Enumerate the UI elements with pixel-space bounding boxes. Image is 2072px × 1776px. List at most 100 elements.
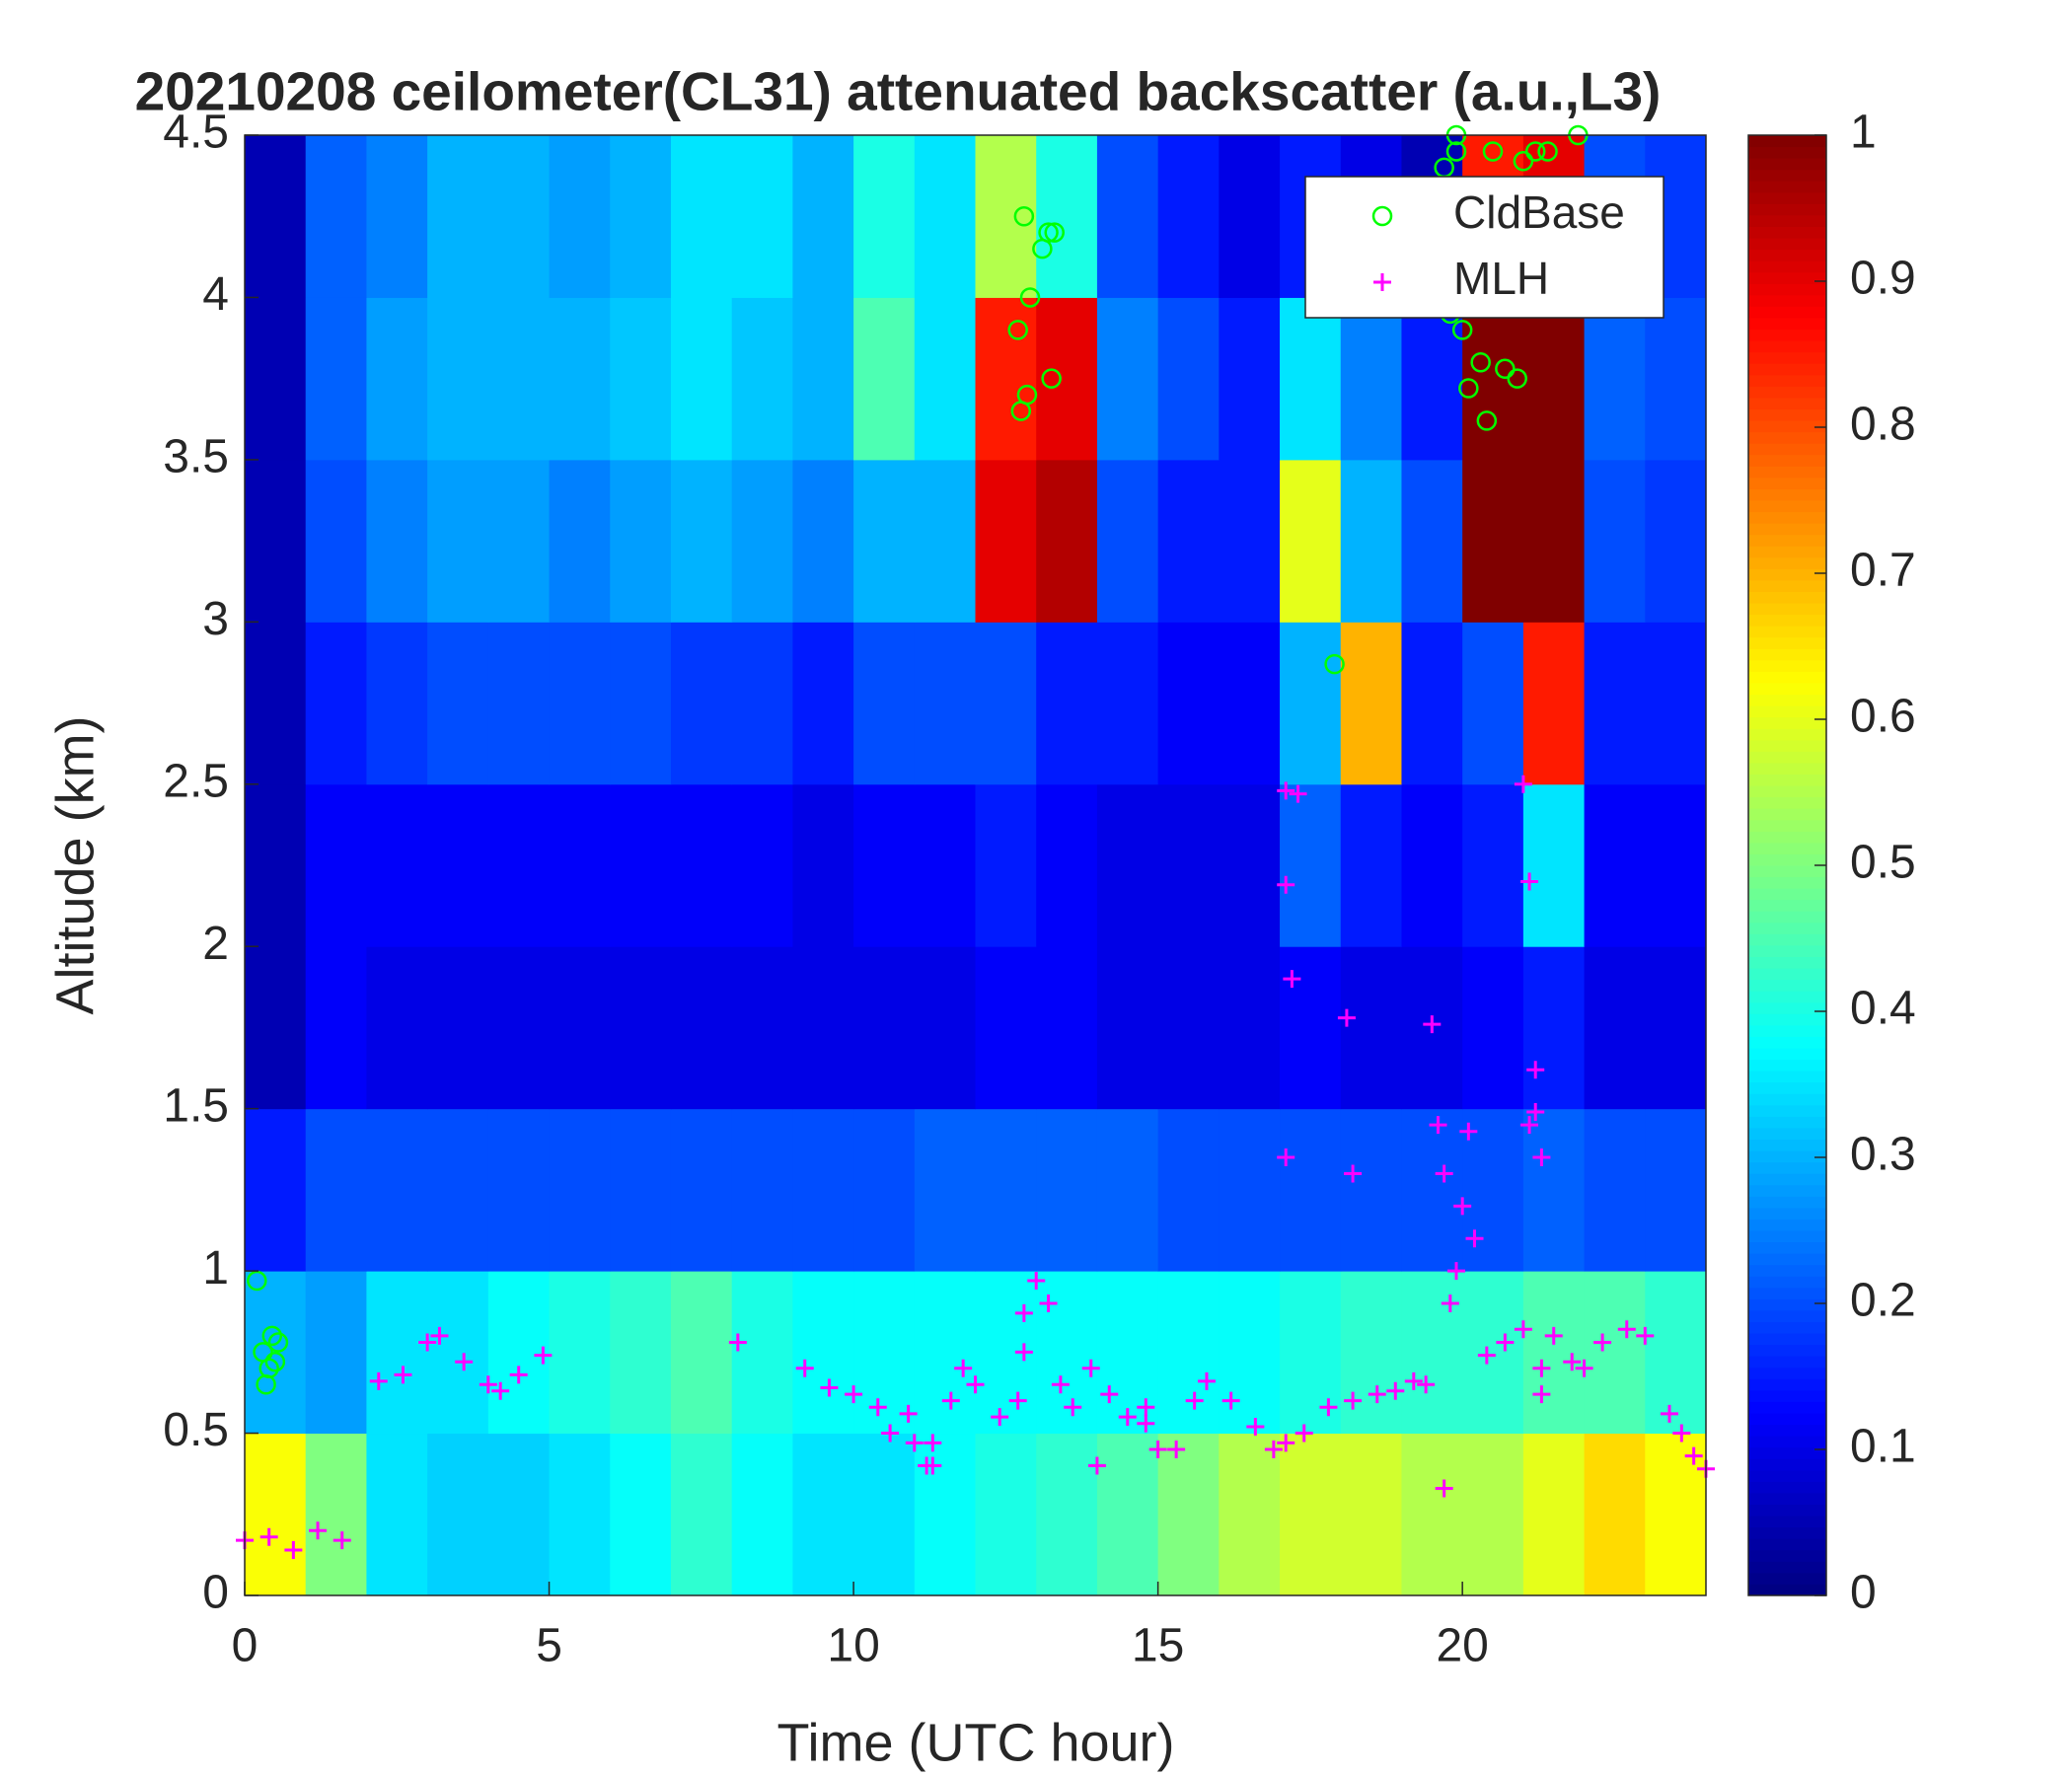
cloud-base-point: [1019, 287, 1041, 308]
cloud-base-point: [1513, 151, 1534, 172]
heatmap-cell: [1280, 459, 1342, 623]
heatmap-cell: [305, 135, 367, 298]
heatmap-cell: [1280, 297, 1342, 461]
colorbar-segment: [1748, 568, 1826, 581]
cloud-base-point: [264, 1351, 286, 1372]
heatmap-cell: [1340, 1108, 1402, 1272]
heatmap-cell: [245, 135, 307, 298]
heatmap-cell: [1645, 297, 1707, 461]
heatmap-cell: [1584, 1271, 1646, 1435]
cloud-base-point: [1507, 368, 1527, 389]
mlh-point: [1246, 1417, 1265, 1436]
heatmap-cell: [1219, 622, 1281, 785]
cloud-base-point: [1524, 141, 1546, 162]
y-tick-label: 0: [202, 1567, 229, 1619]
heatmap-cell: [366, 946, 428, 1110]
mlh-point: [881, 1424, 900, 1443]
colorbar-segment: [1748, 1196, 1826, 1209]
colorbar-segment: [1748, 1150, 1826, 1163]
heatmap-cell: [487, 1108, 551, 1272]
heatmap-cell: [1219, 1433, 1281, 1596]
mlh-point: [1137, 1414, 1155, 1433]
legend-marker: [1371, 205, 1393, 227]
heatmap-cell: [610, 459, 672, 623]
x-axis-label: Time (UTC hour): [777, 1713, 1174, 1772]
colorbar-segment: [1748, 956, 1826, 969]
heatmap-cell: [975, 1433, 1037, 1596]
colorbar-segment: [1748, 853, 1826, 866]
colorbar-tick-label: 1: [1850, 107, 1877, 159]
mlh-point: [1544, 1326, 1563, 1345]
colorbar-tick-label: 0.7: [1850, 545, 1916, 597]
heatmap-cell: [366, 1271, 428, 1435]
mlh-point: [509, 1366, 528, 1384]
colorbar-segment: [1748, 1093, 1826, 1106]
mlh-point: [1337, 1008, 1356, 1027]
colorbar-segment: [1748, 1161, 1826, 1174]
colorbar-segment: [1748, 1207, 1826, 1220]
colorbar-segment: [1748, 819, 1826, 832]
heatmap-cell: [1036, 1271, 1098, 1435]
heatmap-cell: [670, 459, 733, 623]
mlh-point: [1118, 1408, 1137, 1427]
heatmap-cell: [1036, 946, 1098, 1110]
heatmap-cell: [1340, 297, 1402, 461]
mlh-point: [1532, 1148, 1551, 1166]
heatmap-cell: [487, 946, 551, 1110]
heatmap-cell: [1219, 1108, 1281, 1272]
colorbar-segment: [1748, 1001, 1826, 1014]
heatmap-cell: [1340, 1433, 1402, 1596]
heatmap-cell: [549, 459, 611, 623]
heatmap-cell: [792, 1433, 854, 1596]
heatmap-cell: [792, 1271, 854, 1435]
overlay-group: [236, 124, 1715, 1559]
heatmap-cell: [549, 297, 611, 461]
colorbar-segment: [1748, 762, 1826, 775]
cloud-base-point: [267, 1332, 289, 1353]
heatmap-cell: [366, 135, 428, 298]
cloud-base-point: [1041, 368, 1062, 389]
mlh-point: [924, 1456, 942, 1475]
colorbar-segment: [1748, 146, 1826, 159]
mlh-point: [1014, 1303, 1033, 1322]
heatmap-cell: [1340, 783, 1402, 947]
cloud-base-point: [1044, 222, 1065, 243]
mlh-point: [899, 1404, 918, 1423]
heatmap-cell: [549, 622, 611, 785]
heatmap-cell: [1401, 459, 1463, 623]
heatmap-cell: [670, 1271, 733, 1435]
y-tick-label: 4.5: [163, 107, 229, 159]
colorbar-segment: [1748, 1538, 1826, 1551]
mlh-point: [1087, 1456, 1106, 1475]
heatmap-cell: [1522, 622, 1586, 785]
colorbar-segment: [1748, 1024, 1826, 1037]
colorbar-segment: [1748, 271, 1826, 284]
heatmap-cell: [487, 1433, 551, 1596]
colorbar-segment: [1748, 226, 1826, 239]
mlh-point: [1027, 1271, 1046, 1290]
mlh-point: [1459, 1122, 1478, 1141]
heatmap-cell: [1645, 1271, 1707, 1435]
heatmap-cell: [1157, 622, 1220, 785]
heatmap-cell: [792, 297, 854, 461]
heatmap-cell: [1462, 1108, 1524, 1272]
heatmap-cell: [427, 1271, 489, 1435]
colorbar-segment: [1748, 443, 1826, 456]
cloud-base-point: [1495, 358, 1516, 380]
colorbar-segment: [1748, 1071, 1826, 1083]
cloud-base-point: [1451, 320, 1473, 340]
heatmap-cell: [1280, 1271, 1342, 1435]
mlh-point: [954, 1359, 973, 1377]
y-axis-label: Altitude (km): [45, 715, 105, 1014]
colorbar-segment: [1748, 1469, 1826, 1482]
mlh-point: [1514, 775, 1532, 793]
colorbar-segment: [1748, 477, 1826, 489]
heatmap-cell: [1036, 135, 1098, 298]
heatmap-cell: [610, 946, 672, 1110]
mlh-point: [991, 1408, 1009, 1427]
heatmap-cell: [670, 1108, 733, 1272]
y-tick-label: 2: [202, 918, 229, 970]
heatmap-cell: [427, 1433, 489, 1596]
colorbar-segment: [1748, 1436, 1826, 1448]
y-tick-label: 4: [202, 268, 229, 321]
